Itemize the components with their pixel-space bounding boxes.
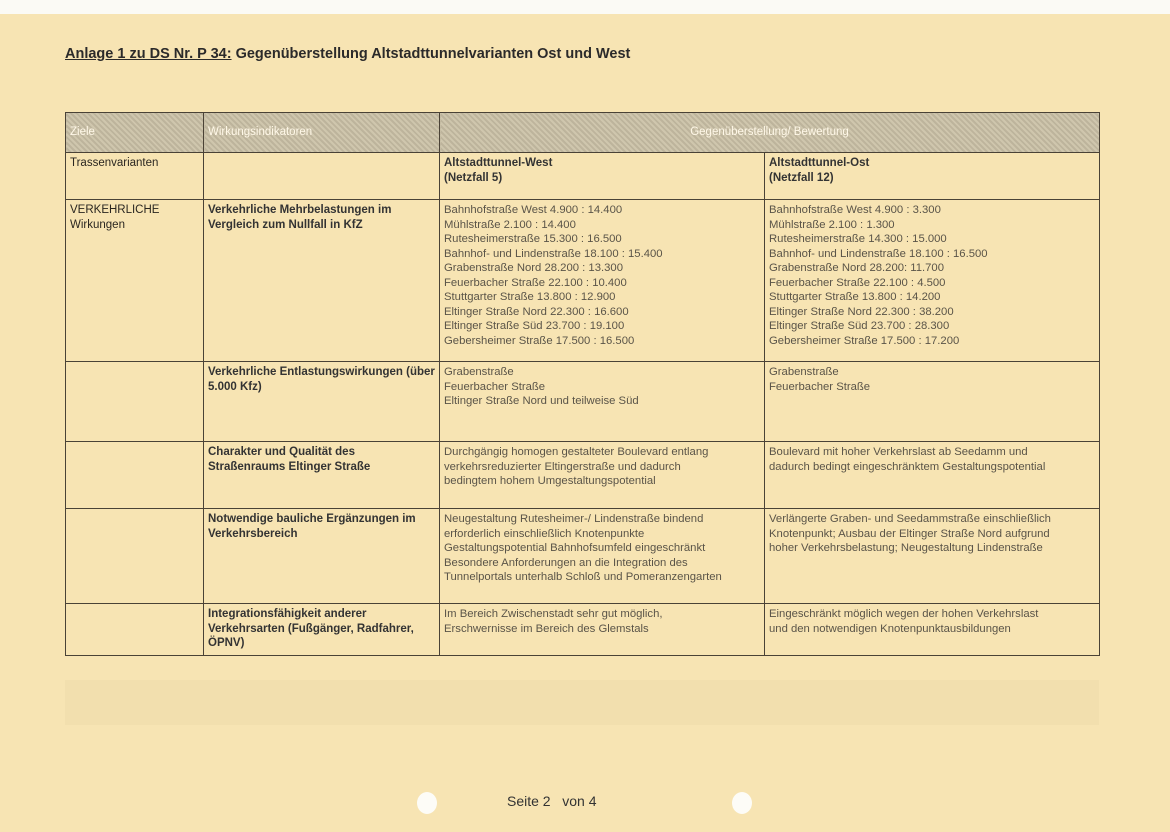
ost-line: Rutesheimerstraße 14.300 : 15.000 (769, 233, 947, 245)
west-line: Eltinger Straße Süd 23.700 : 19.100 (444, 320, 625, 332)
west-line: Mühlstraße 2.100 : 14.400 (444, 218, 576, 231)
variant-west-netzfall: (Netzfall 5) (444, 171, 503, 184)
west-line: Eltinger Straße Nord und teilweise Süd (444, 395, 639, 407)
variant-west: Altstadttunnel-West (Netzfall 5) (439, 152, 765, 200)
punch-hole (732, 792, 752, 814)
header-row: Ziele Wirkungsindikatoren Gegenüberstell… (65, 112, 1100, 153)
ziel-cell (65, 441, 204, 509)
scan-edge (0, 0, 1170, 14)
table-row: Verkehrliche Entlastungswirkungen (über … (65, 361, 1100, 442)
ost-line: Stuttgarter Straße 13.800 : 14.200 (769, 291, 941, 303)
page-number: Seite 2 von 4 (507, 793, 597, 809)
punch-hole (417, 792, 437, 814)
indikator-cell: Verkehrliche Entlastungswirkungen (über … (203, 361, 440, 442)
table-row: Notwendige bauliche Ergänzungen im Verke… (65, 508, 1100, 604)
west-cell: Grabenstraße Feuerbacher Straße Eltinger S… (439, 361, 765, 442)
ost-line: Bahnhof- und Lindenstraße 18.100 : 16.50… (769, 247, 988, 260)
ost-line: Eltinger Straße Süd 23.700 : 28.300 (769, 320, 950, 332)
scan-shade (65, 680, 1099, 725)
title-text: Gegenüberstellung Altstadttunnelvariante… (231, 46, 631, 62)
ost-line: Boulevard mit hoher Verkehrslast ab Seed… (769, 446, 1028, 458)
ost-line: Bahnhofstraße West 4.900 : 3.300 (769, 204, 941, 216)
ziel-cell (65, 361, 204, 442)
ost-line: Feuerbacher Straße 22.100 : 4.500 (769, 276, 946, 289)
west-line: Besondere Anforderungen an die Integrati… (444, 556, 688, 569)
ost-line: hoher Verkehrsbelastung; Neugestaltung L… (769, 542, 1043, 554)
west-line: Bahnhofstraße West 4.900 : 14.400 (444, 204, 623, 216)
ost-line: und den notwendigen Knotenpunktausbildun… (769, 622, 1011, 635)
west-line: Neugestaltung Rutesheimer-/ Lindenstraße… (444, 513, 704, 525)
ost-cell: Eingeschränkt möglich wegen der hohen Ve… (764, 603, 1100, 656)
table-row: Integrationsfähigkeit anderer Verkehrsar… (65, 603, 1100, 656)
variant-ost-name: Altstadttunnel-Ost (769, 157, 870, 169)
indikator-cell: Notwendige bauliche Ergänzungen im Verke… (203, 508, 440, 604)
west-line: Im Bereich Zwischenstadt sehr gut möglic… (444, 608, 663, 620)
ost-line: Eltinger Straße Nord 22.300 : 38.200 (769, 305, 954, 318)
ziel-cell (65, 508, 204, 604)
ost-line: Grabenstraße Nord 28.200: 11.700 (769, 262, 945, 274)
west-line: Feuerbacher Straße 22.100 : 10.400 (444, 276, 627, 289)
ost-cell: Grabenstraße Feuerbacher Straße (764, 361, 1100, 442)
table-row: VERKEHRLICHE Wirkungen Verkehrliche Mehrb… (65, 199, 1100, 362)
variant-ost: Altstadttunnel-Ost (Netzfall 12) (764, 152, 1100, 200)
indikator-cell: Integrationsfähigkeit anderer Verkehrsar… (203, 603, 440, 656)
ost-line: Verlängerte Graben- und Seedammstraße ei… (769, 513, 1051, 525)
west-cell: Bahnhofstraße West 4.900 : 14.400 Mühlstr… (439, 199, 765, 362)
west-line: Eltinger Straße Nord 22.300 : 16.600 (444, 305, 629, 318)
comparison-table: Ziele Wirkungsindikatoren Gegenüberstell… (65, 112, 1100, 656)
ost-line: Feuerbacher Straße (769, 380, 871, 393)
west-line: erforderlich einschließlich Knotenpunkte (444, 527, 645, 540)
ost-cell: Bahnhofstraße West 4.900 : 3.300 Mühlstra… (764, 199, 1100, 362)
header-bewertung: Gegenüberstellung/ Bewertung (439, 112, 1100, 153)
west-cell: Im Bereich Zwischenstadt sehr gut möglic… (439, 603, 765, 656)
page-total: von 4 (562, 793, 597, 809)
west-line: Stuttgarter Straße 13.800 : 12.900 (444, 291, 616, 303)
variants-row: Trassenvarianten Altstadttunnel-West (Net… (65, 152, 1100, 200)
header-wirkungsindikatoren: Wirkungsindikatoren (203, 112, 440, 153)
west-cell: Neugestaltung Rutesheimer-/ Lindenstraße… (439, 508, 765, 604)
west-line: Erschwernisse im Bereich des Glemstals (444, 622, 649, 635)
west-line: Grabenstraße (444, 366, 514, 378)
west-line: Bahnhof- und Lindenstraße 18.100 : 15.40… (444, 247, 663, 260)
west-line: verkehrsreduzierter Eltingerstraße und d… (444, 460, 681, 473)
west-line: Gebersheimer Straße 17.500 : 16.500 (444, 334, 635, 347)
west-cell: Durchgängig homogen gestalteter Boulevar… (439, 441, 765, 509)
ost-line: Eingeschränkt möglich wegen der hohen Ve… (769, 608, 1039, 620)
page-title: Anlage 1 zu DS Nr. P 34: Gegenüberstellu… (65, 46, 630, 62)
west-line: Feuerbacher Straße (444, 380, 546, 393)
west-line: Tunnelportals unterhalb Schloß und Pomer… (444, 571, 722, 583)
west-line: Gestaltungspotential Bahnhofsumfeld eing… (444, 542, 706, 554)
west-line: bedingtem hohem Umgestaltungspotential (444, 475, 656, 487)
variants-label: Trassenvarianten (65, 152, 204, 200)
variant-ost-netzfall: (Netzfall 12) (769, 171, 834, 184)
west-line: Grabenstraße Nord 28.200 : 13.300 (444, 262, 623, 274)
ziel-cell: VERKEHRLICHE Wirkungen (65, 199, 204, 362)
ost-line: Grabenstraße (769, 366, 839, 378)
ost-line: Mühlstraße 2.100 : 1.300 (769, 218, 895, 231)
ziel-cell (65, 603, 204, 656)
west-line: Durchgängig homogen gestalteter Boulevar… (444, 446, 709, 458)
ost-cell: Verlängerte Graben- und Seedammstraße ei… (764, 508, 1100, 604)
indikator-cell: Verkehrliche Mehrbelastungen im Vergleic… (203, 199, 440, 362)
ost-line: Gebersheimer Straße 17.500 : 17.200 (769, 334, 960, 347)
variant-west-name: Altstadttunnel-West (444, 157, 553, 169)
empty-cell (203, 152, 440, 200)
ost-line: Knotenpunkt; Ausbau der Eltinger Straße … (769, 527, 1050, 540)
page-current: Seite 2 (507, 793, 551, 809)
header-ziele: Ziele (65, 112, 204, 153)
table-row: Charakter und Qualität des Straßenraums … (65, 441, 1100, 509)
ost-line: dadurch bedingt eingeschränktem Gestaltu… (769, 460, 1046, 473)
ost-cell: Boulevard mit hoher Verkehrslast ab Seed… (764, 441, 1100, 509)
indikator-cell: Charakter und Qualität des Straßenraums … (203, 441, 440, 509)
west-line: Rutesheimerstraße 15.300 : 16.500 (444, 233, 622, 245)
title-reference: Anlage 1 zu DS Nr. P 34: (65, 46, 232, 62)
